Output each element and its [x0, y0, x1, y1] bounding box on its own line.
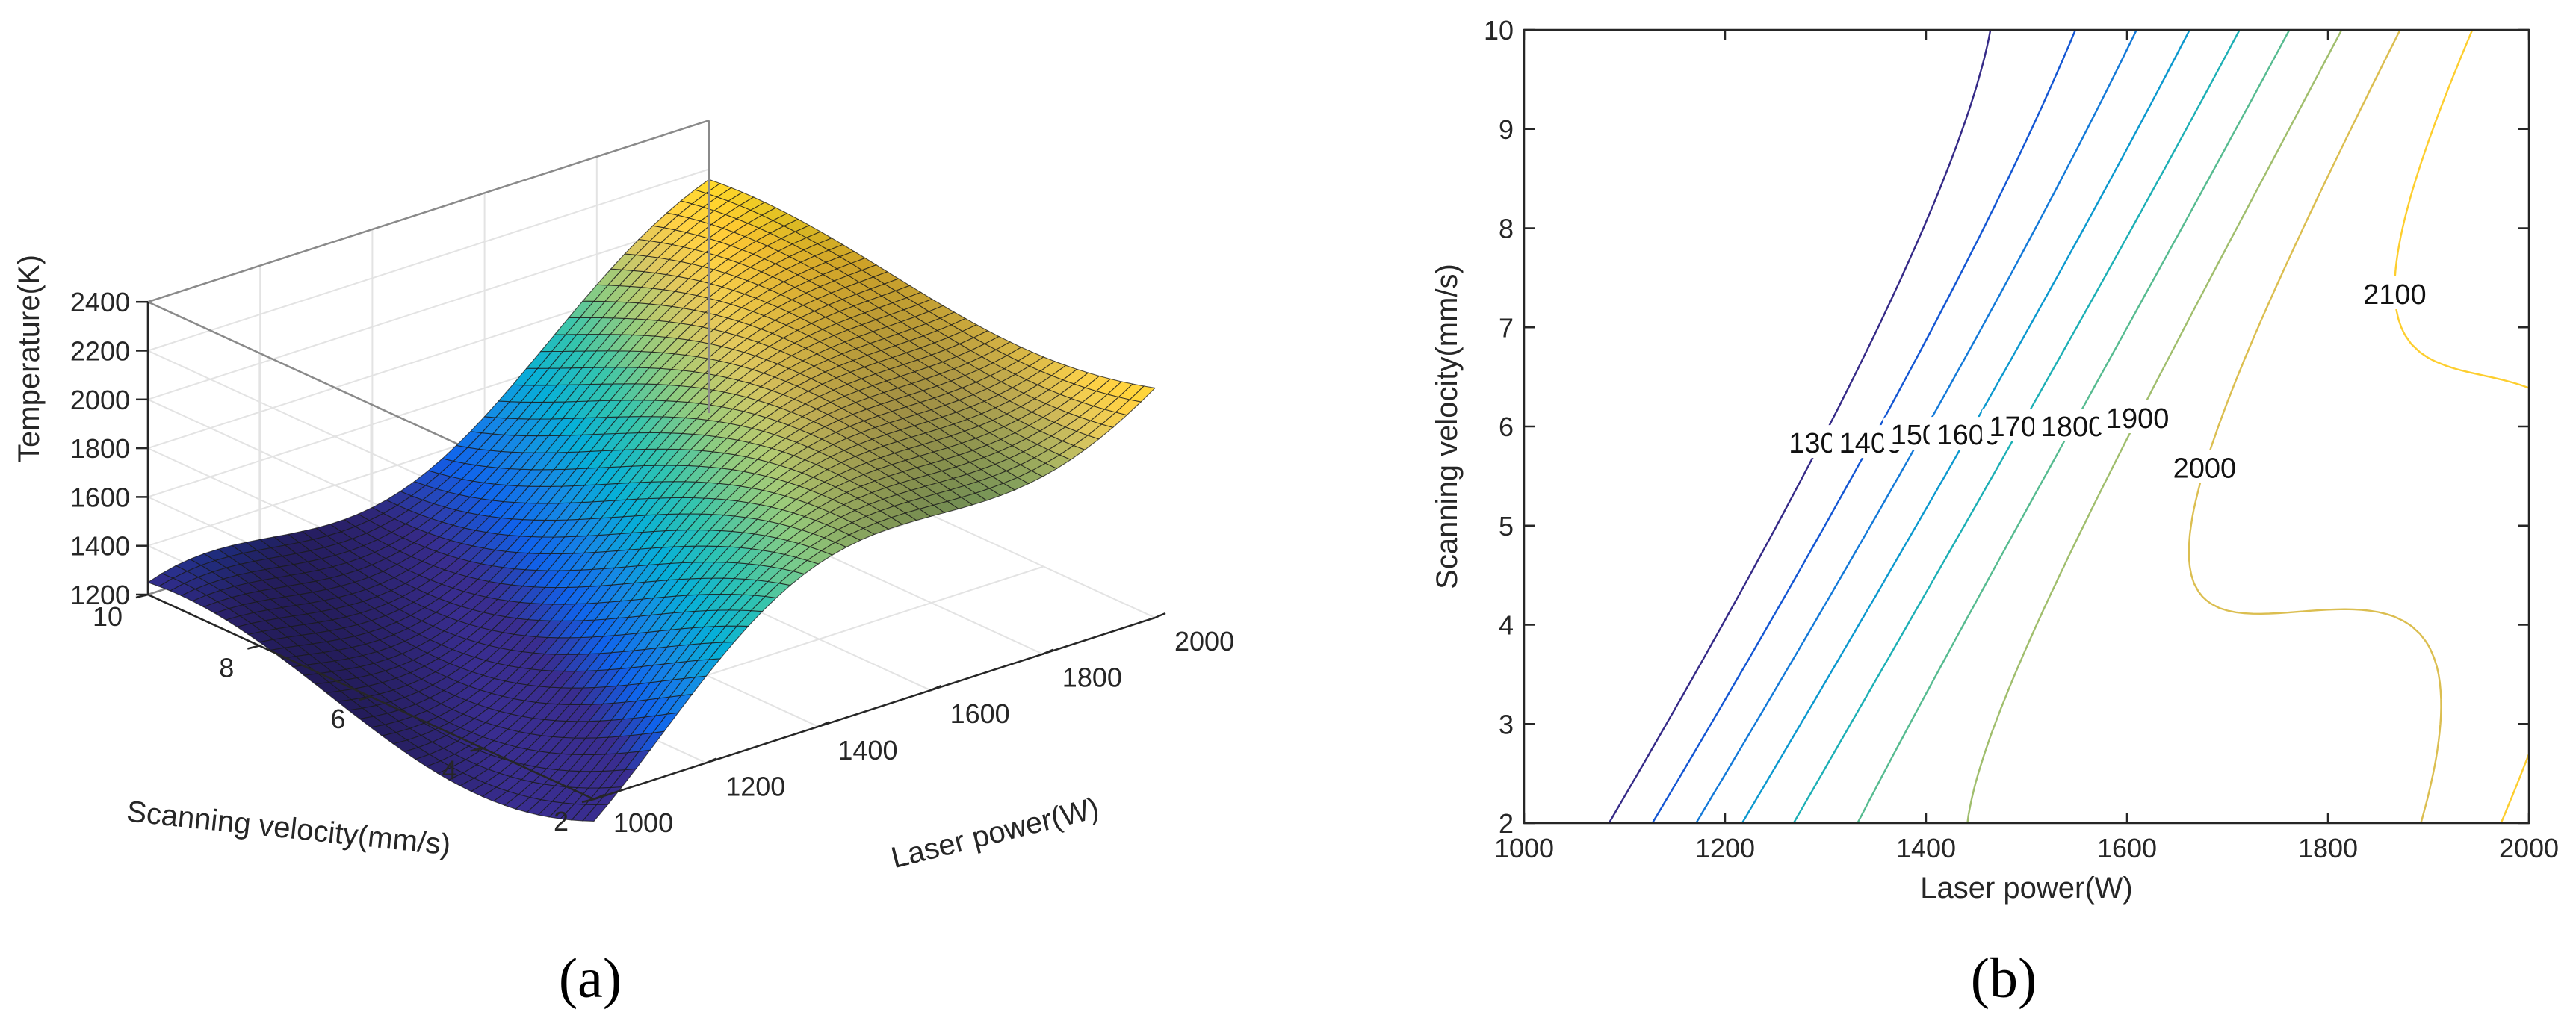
x-tick-label: 1200 — [1695, 833, 1755, 863]
z-tick-label: 1200 — [70, 580, 130, 610]
contour-label: 2000 — [2173, 453, 2237, 484]
x-tick-label: 1400 — [837, 735, 897, 766]
y-tick-label: 6 — [330, 704, 345, 734]
x-tick-label: 2000 — [2499, 833, 2559, 863]
contour-line-1700 — [1792, 29, 2241, 824]
x-tick-mark — [1154, 612, 1166, 619]
x-tick-mark — [705, 757, 717, 764]
y-tick-mark — [470, 747, 483, 752]
contour-line-1400 — [1651, 29, 2077, 824]
caption-b: (b) — [1971, 947, 2037, 1010]
y-tick-mark — [247, 645, 260, 650]
axis-box-edge — [147, 120, 710, 303]
x-tick-label: 1000 — [1494, 833, 1554, 863]
z-tick-label: 1600 — [70, 482, 130, 512]
contour-line-1300 — [1608, 29, 1992, 824]
x-axis-label: Laser power(W) — [888, 792, 1103, 875]
x-tick-label: 1200 — [725, 771, 785, 801]
y-axis-label: Scanning velocity(mm/s) — [125, 795, 452, 861]
contour-line-1900 — [1966, 29, 2343, 824]
contour-label: 1800 — [2041, 412, 2105, 443]
z-tick-label: 2000 — [70, 385, 130, 415]
z-axis-label: Temperature(K) — [13, 255, 46, 462]
z-tick-label: 1800 — [70, 433, 130, 464]
y-tick-label: 9 — [1499, 114, 1514, 145]
y-tick-label: 7 — [1499, 312, 1514, 343]
panel-a-surface-plot: 1000120014001600180020002468101200140016… — [13, 120, 1234, 875]
y-axis-label: Scanning velocity(mm/s) — [1431, 264, 1464, 589]
y-tick-mark — [581, 798, 595, 804]
contour-label: 1900 — [2106, 403, 2170, 435]
z-tick-label: 1400 — [70, 531, 130, 562]
contour-line-1800 — [1857, 29, 2291, 824]
x-tick-label: 1000 — [613, 807, 673, 838]
x-tick-label: 1800 — [1062, 663, 1122, 693]
y-tick-mark — [359, 695, 371, 701]
y-tick-label: 8 — [219, 653, 234, 683]
x-axis-line — [593, 616, 1156, 801]
x-tick-label: 1800 — [2298, 833, 2358, 863]
y-tick-label: 4 — [1499, 610, 1514, 641]
gridline-z-back — [147, 168, 710, 352]
y-tick-label: 4 — [442, 755, 457, 786]
contour-label-bg — [2356, 276, 2434, 309]
gridline-z-back — [147, 217, 710, 400]
surface-patch — [1129, 385, 1157, 403]
y-tick-label: 8 — [1499, 214, 1514, 244]
y-tick-label: 2 — [554, 806, 569, 837]
y-tick-label: 2 — [1499, 808, 1514, 839]
contour-label-bg — [2034, 409, 2112, 441]
x-axis-label: Laser power(W) — [1920, 872, 2133, 905]
surface-mesh — [146, 179, 1157, 822]
x-tick-label: 2000 — [1174, 626, 1234, 657]
caption-a: (a) — [559, 947, 622, 1010]
x-tick-mark — [817, 721, 829, 727]
contour-label-bg — [2165, 450, 2244, 483]
y-tick-label: 3 — [1499, 709, 1514, 739]
x-tick-mark — [593, 793, 605, 801]
z-tick-label: 2200 — [70, 336, 130, 367]
x-tick-label: 1600 — [2097, 833, 2157, 863]
x-tick-mark — [1042, 648, 1054, 655]
contour-label: 2100 — [2363, 279, 2427, 311]
x-tick-mark — [930, 685, 942, 692]
z-tick-label: 2400 — [70, 287, 130, 317]
y-tick-label: 10 — [1484, 15, 1514, 46]
contour-line-1500 — [1695, 29, 2137, 824]
contour-line-1600 — [1741, 29, 2190, 824]
contour-label-bg — [2099, 400, 2177, 433]
x-tick-label: 1400 — [1896, 833, 1956, 863]
y-tick-label: 10 — [93, 601, 123, 632]
y-tick-label: 6 — [1499, 412, 1514, 442]
x-tick-label: 1600 — [950, 698, 1010, 729]
y-tick-label: 5 — [1499, 511, 1514, 542]
